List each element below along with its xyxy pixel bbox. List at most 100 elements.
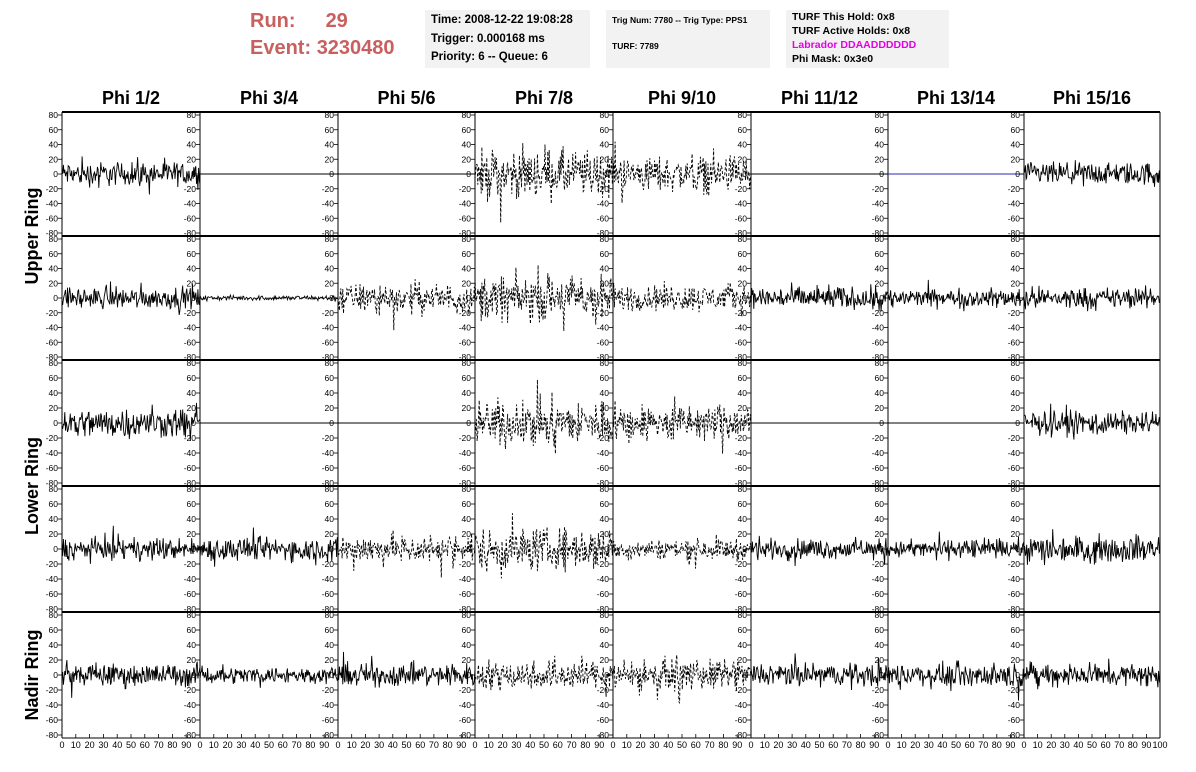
y-tick-label: 60 [325,249,335,259]
y-tick-label: 20 [1011,278,1021,288]
y-tick-label: 20 [600,403,610,413]
y-tick-label: 60 [187,499,197,509]
y-tick-label: 0 [879,670,884,680]
y-tick-label: -20 [735,184,748,194]
y-tick-label: -20 [46,308,59,318]
y-tick-label: -20 [872,685,885,695]
y-tick-label: -20 [184,433,197,443]
x-tick-label: 50 [539,740,549,750]
y-tick-label: -80 [184,730,197,740]
y-tick-label: 0 [329,169,334,179]
y-tick-label: -80 [459,730,472,740]
waveform [337,651,476,688]
y-tick-label: -20 [597,184,610,194]
x-tick-label: 70 [567,740,577,750]
y-tick-label: -40 [46,574,59,584]
x-tick-label: 60 [140,740,150,750]
y-tick-label: 80 [187,610,197,620]
y-tick-label: 40 [875,140,885,150]
y-tick-label: 80 [1011,358,1021,368]
y-tick-label: 20 [875,154,885,164]
waveform [1023,529,1161,566]
y-tick-label: 0 [466,293,471,303]
waveform [61,525,201,564]
y-tick-label: -20 [872,184,885,194]
y-tick-label: -20 [46,559,59,569]
y-tick-label: -40 [735,199,748,209]
y-tick-label: -40 [872,323,885,333]
y-tick-label: 60 [1011,625,1021,635]
y-tick-label: -20 [597,685,610,695]
waveform [887,531,1025,562]
y-tick-label: -20 [459,308,472,318]
x-tick-label: 50 [677,740,687,750]
waveform [337,529,476,578]
y-tick-label: 20 [600,278,610,288]
y-tick-label: -40 [46,700,59,710]
y-tick-label: 80 [738,234,748,244]
x-tick-label: 80 [305,740,315,750]
y-tick-label: -20 [322,685,335,695]
y-tick-label: -40 [322,323,335,333]
y-tick-label: 0 [742,418,747,428]
y-tick-label: -60 [459,337,472,347]
waveform [612,534,752,569]
ring-label: Upper Ring [22,188,42,285]
y-tick-label: -80 [322,478,335,488]
y-tick-label: -20 [1008,433,1021,443]
y-tick-label: 60 [49,499,59,509]
y-tick-label: -80 [1008,352,1021,362]
y-tick-label: 40 [738,388,748,398]
y-tick-label: -40 [1008,574,1021,584]
y-tick-label: 60 [462,249,472,259]
y-tick-label: -40 [322,448,335,458]
y-tick-label: 20 [738,655,748,665]
x-tick-label: 80 [1128,740,1138,750]
x-tick-label: 90 [732,740,742,750]
x-tick-label: 60 [828,740,838,750]
y-tick-label: -40 [735,574,748,584]
y-tick-label: 40 [875,388,885,398]
y-tick-label: 80 [49,234,59,244]
y-tick-label: -20 [872,308,885,318]
column-header: Phi 15/16 [1053,88,1131,108]
y-tick-label: 40 [462,640,472,650]
y-tick-label: 40 [600,140,610,150]
y-tick-label: -40 [597,448,610,458]
x-tick-label: 80 [443,740,453,750]
y-tick-label: 80 [462,484,472,494]
y-tick-label: 0 [742,169,747,179]
x-tick-label: 90 [869,740,879,750]
y-tick-label: -60 [735,463,748,473]
y-tick-label: -80 [597,352,610,362]
y-tick-label: 80 [325,610,335,620]
x-tick-label: 0 [59,740,64,750]
y-tick-label: -60 [1008,715,1021,725]
waveform [612,141,752,204]
y-tick-label: 60 [49,125,59,135]
y-tick-label: -20 [46,433,59,443]
y-tick-label: 80 [600,110,610,120]
y-tick-label: -40 [735,448,748,458]
waveform [199,293,339,303]
ring-label: Nadir Ring [22,629,42,720]
y-tick-label: -20 [184,559,197,569]
y-tick-label: -60 [1008,213,1021,223]
y-tick-label: 60 [1011,249,1021,259]
x-tick-label: 0 [885,740,890,750]
y-tick-label: 40 [49,514,59,524]
y-tick-label: -40 [872,199,885,209]
y-tick-label: 60 [875,499,885,509]
x-tick-label: 30 [787,740,797,750]
y-tick-label: -80 [735,478,748,488]
x-tick-label: 10 [484,740,494,750]
waveform [1023,403,1161,440]
y-tick-label: 0 [191,418,196,428]
y-tick-label: -20 [735,433,748,443]
y-tick-label: 0 [742,293,747,303]
y-tick-label: 80 [462,610,472,620]
y-tick-label: -60 [184,337,197,347]
y-tick-label: -40 [322,700,335,710]
y-tick-label: -80 [597,228,610,238]
waveform [199,664,339,688]
